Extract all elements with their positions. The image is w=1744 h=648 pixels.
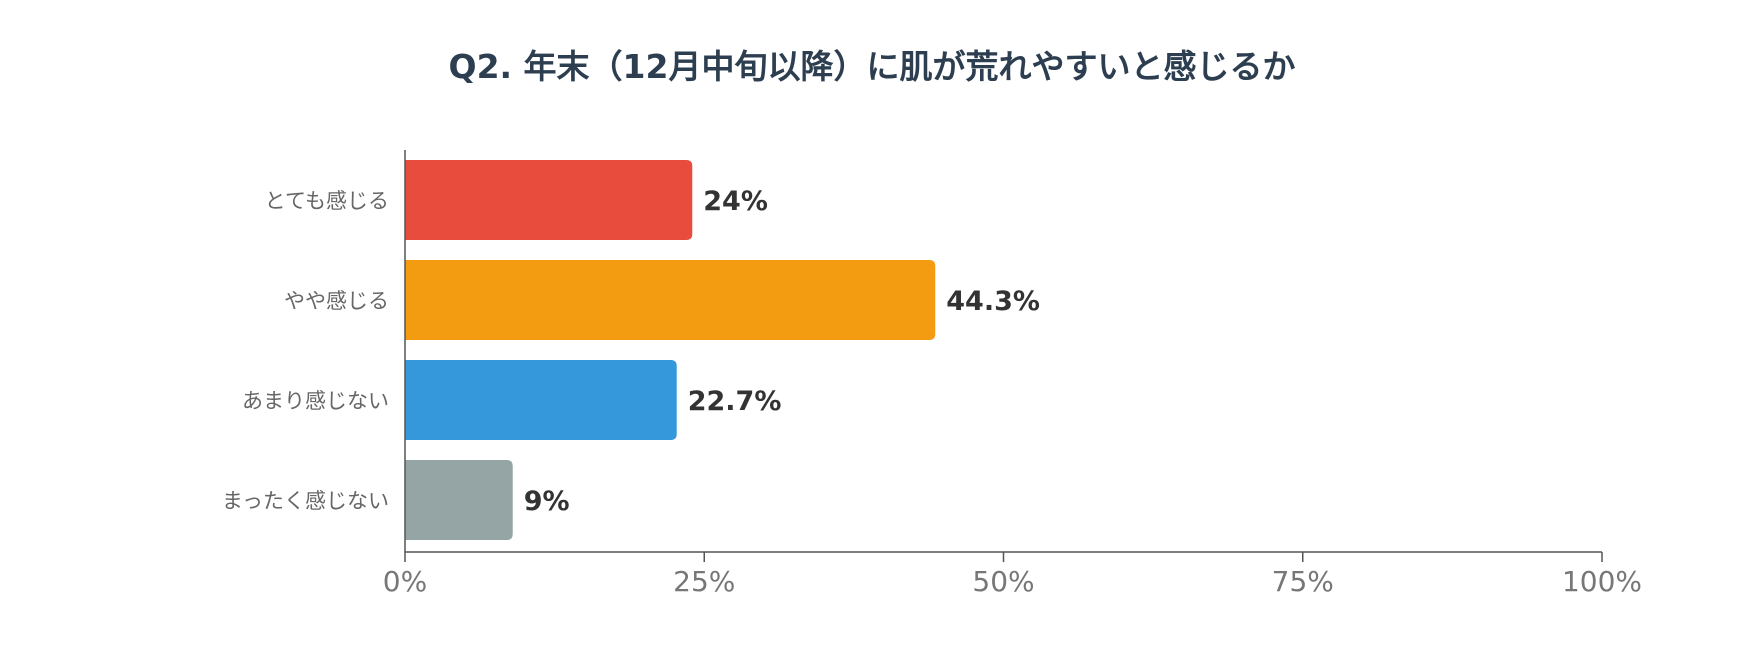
chart-title: Q2. 年末（12月中旬以降）に肌が荒れやすいと感じるか	[448, 47, 1296, 86]
category-label-2: やや感じる	[284, 289, 389, 313]
bar-3	[405, 360, 677, 440]
value-label-4: 9%	[524, 486, 570, 517]
x-tick-label-5: 100%	[1562, 565, 1642, 598]
value-label-1: 24%	[703, 186, 768, 217]
bar-4	[405, 460, 513, 540]
category-label-4: まったく感じない	[222, 489, 389, 513]
bar-2	[405, 260, 936, 340]
x-tick-label-4: 75%	[1272, 565, 1334, 598]
x-tick-label-1: 0%	[383, 565, 427, 598]
value-label-3: 22.7%	[688, 386, 782, 417]
category-label-3: あまり感じない	[242, 389, 389, 413]
x-tick-label-3: 50%	[972, 565, 1034, 598]
value-label-2: 44.3%	[946, 286, 1040, 317]
category-label-1: とても感じる	[265, 189, 389, 213]
bar-1	[405, 160, 693, 240]
x-tick-label-2: 25%	[673, 565, 735, 598]
